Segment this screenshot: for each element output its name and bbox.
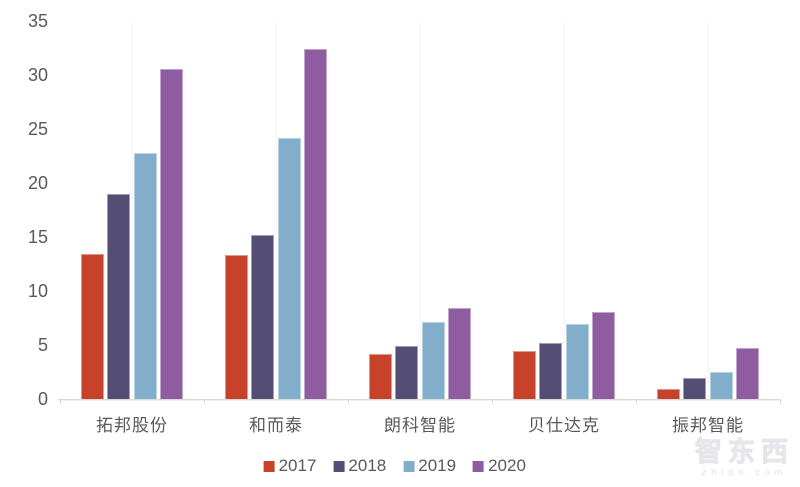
legend-swatch-icon	[333, 460, 345, 472]
vertical-gridline	[276, 21, 277, 399]
x-category-label: 贝仕达克	[528, 416, 600, 435]
bar-2020-和而泰	[303, 49, 327, 399]
legend-label: 2020	[488, 456, 526, 475]
x-category-label: 和而泰	[249, 416, 303, 435]
bar-2019-朗科智能	[421, 322, 445, 399]
legend-swatch-icon	[263, 460, 275, 472]
bar-2018-和而泰	[251, 234, 275, 399]
y-tick-label: 25	[27, 119, 48, 139]
y-tick-label: 15	[27, 227, 48, 247]
legend-item-2018: 2018	[333, 456, 386, 476]
bar-2020-贝仕达克	[591, 311, 615, 399]
x-tick-mark	[204, 399, 205, 404]
vertical-gridline	[420, 21, 421, 399]
x-category-label: 拓邦股份	[96, 416, 168, 435]
bar-2017-贝仕达克	[513, 351, 536, 399]
legend-swatch-icon	[403, 460, 415, 472]
legend-item-2017: 2017	[263, 456, 317, 476]
legend: 2017 2018 2019 2020	[263, 456, 526, 476]
bar-2018-贝仕达克	[539, 342, 563, 399]
legend-label: 2019	[418, 456, 457, 475]
bar-2018-拓邦股份	[107, 193, 131, 399]
legend-label: 2018	[348, 456, 387, 475]
vertical-gridline	[708, 21, 709, 399]
watermark-url: zhidx.com	[701, 467, 788, 477]
x-category-label: 振邦智能	[672, 416, 744, 435]
legend-item-2019: 2019	[403, 456, 456, 476]
watermark: 智东西 zhidx.com	[695, 437, 794, 478]
bar-2017-和而泰	[225, 255, 248, 399]
x-category-label: 朗科智能	[384, 416, 456, 435]
y-tick-label: 10	[27, 281, 48, 301]
legend-swatch-icon	[473, 460, 485, 472]
legend-label: 2017	[278, 456, 317, 475]
x-tick-mark	[348, 399, 349, 404]
bar-2017-朗科智能	[369, 353, 392, 399]
bar-2019-贝仕达克	[565, 324, 589, 399]
bar-2018-振邦智能	[683, 378, 707, 399]
bar-2019-振邦智能	[709, 372, 733, 399]
bar-2020-拓邦股份	[159, 68, 183, 399]
bar-2017-拓邦股份	[81, 254, 104, 399]
x-tick-mark	[60, 399, 61, 404]
vertical-gridline	[132, 21, 133, 399]
y-tick-label: 0	[37, 389, 48, 409]
bar-2019-和而泰	[277, 137, 301, 399]
y-tick-label: 20	[27, 173, 48, 193]
plot-area	[58, 21, 781, 404]
x-tick-mark	[492, 399, 493, 404]
bar-2018-朗科智能	[395, 346, 419, 399]
bar-2020-振邦智能	[735, 348, 759, 399]
x-tick-mark	[636, 399, 637, 404]
y-tick-label: 30	[27, 65, 48, 85]
bar-2017-振邦智能	[657, 389, 680, 399]
watermark-logo: 智东西	[695, 437, 794, 467]
y-tick-label: 35	[27, 11, 48, 31]
x-tick-mark	[780, 399, 781, 404]
x-axis-line	[58, 399, 780, 400]
bar-2020-朗科智能	[447, 308, 471, 399]
y-tick-label: 5	[37, 335, 48, 355]
legend-item-2020: 2020	[473, 456, 526, 476]
vertical-gridline	[564, 21, 565, 399]
bar-2019-拓邦股份	[133, 152, 157, 399]
